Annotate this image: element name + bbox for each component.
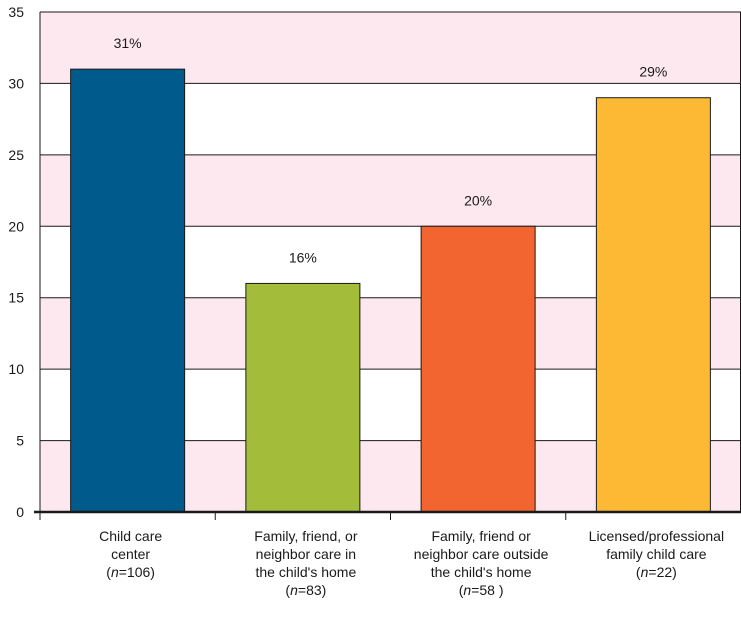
data-label: 31% xyxy=(114,35,142,51)
bars xyxy=(70,68,711,513)
data-labels: 31% 16% 20% 29% xyxy=(114,35,668,265)
y-tick-label: 0 xyxy=(16,504,24,520)
y-tick-label: 20 xyxy=(8,218,24,234)
y-tick-label: 25 xyxy=(8,147,24,163)
x-tick-label: Child care center (n=106) xyxy=(99,528,162,580)
x-tick-label: Licensed/professional family child care (n… xyxy=(589,528,724,580)
data-label: 20% xyxy=(464,192,492,208)
y-tick-label: 5 xyxy=(16,433,24,449)
data-label: 16% xyxy=(289,249,317,265)
data-label: 29% xyxy=(639,64,667,80)
x-tick-label: Family, friend or neighbor care outside th… xyxy=(414,528,549,598)
y-tick-label: 35 xyxy=(8,4,24,20)
bar xyxy=(420,225,536,513)
y-tick-labels: 0 5 10 15 20 25 30 35 xyxy=(8,4,24,520)
bar xyxy=(70,68,186,513)
y-tick-label: 10 xyxy=(8,361,24,377)
bar xyxy=(595,97,711,513)
x-category-labels: Child care center (n=106) Family, friend, o… xyxy=(99,528,724,598)
bar xyxy=(245,282,361,513)
y-tick-label: 15 xyxy=(8,290,24,306)
x-tick-label: Family, friend, or neighbor care in the ch… xyxy=(254,528,358,598)
y-tick-label: 30 xyxy=(8,75,24,91)
